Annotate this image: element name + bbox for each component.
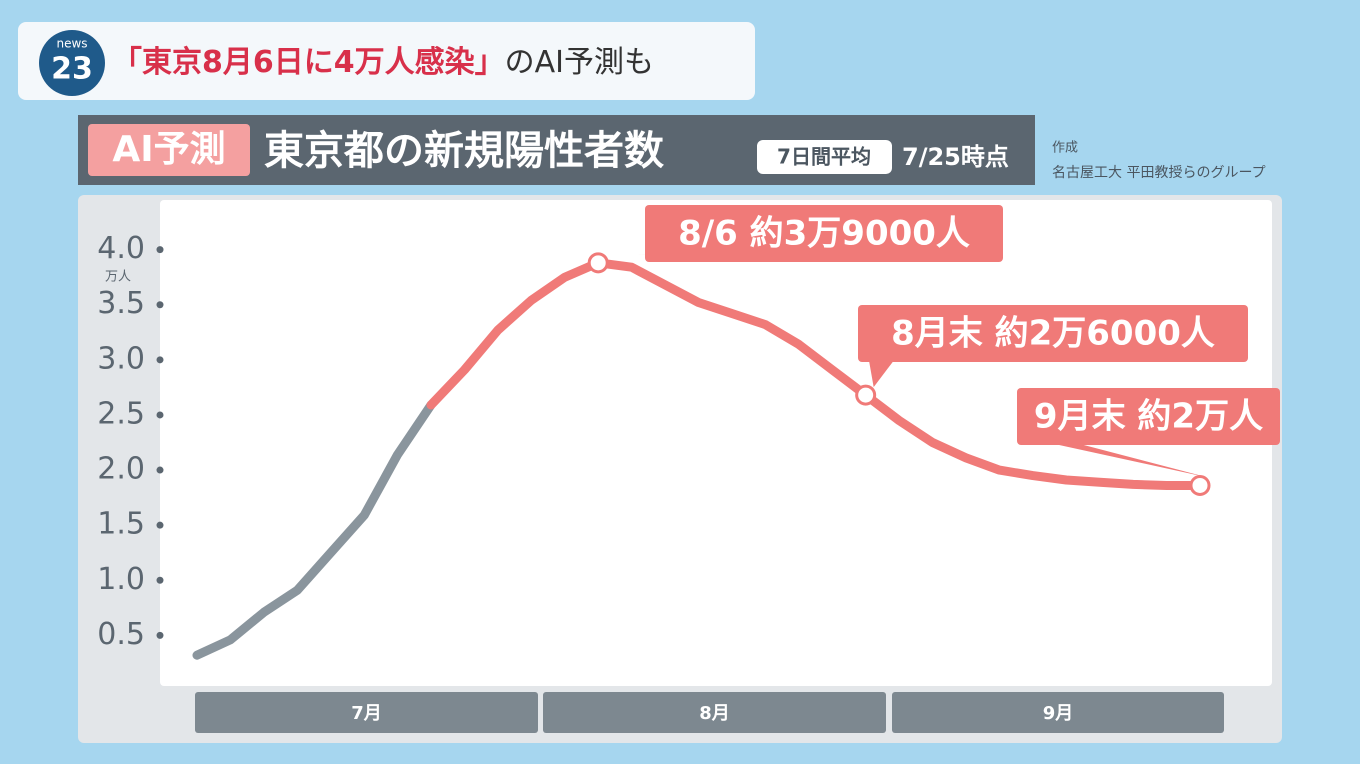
point-marker — [1189, 474, 1211, 496]
y-unit: 万人 — [105, 270, 131, 285]
y-tick-mark — [156, 246, 164, 254]
header-highlight: 「東京8月6日に4万人感染」 — [112, 45, 505, 80]
callout-box — [645, 205, 1003, 262]
tag-box — [757, 140, 892, 174]
credit-label: 作成 — [1052, 141, 1078, 156]
x-tick-label: 8月 — [699, 703, 730, 724]
subtitle: 7/25時点 — [902, 143, 1009, 171]
x-tick-label: 7月 — [351, 703, 382, 724]
y-tick-label: 2.5 — [97, 396, 145, 431]
logo-top: news — [56, 37, 87, 51]
callout-pointer — [868, 355, 898, 388]
badge-box — [88, 124, 250, 176]
header-rest: のAI予測も — [505, 45, 654, 80]
logo-number: 23 — [51, 52, 93, 87]
badge: AI予測 — [112, 129, 225, 170]
chart-title: 東京都の新規陽性者数 — [264, 128, 664, 174]
logo — [39, 30, 105, 96]
y-tick-label: 1.0 — [97, 562, 145, 597]
y-tick-label: 2.0 — [97, 452, 145, 487]
x-band — [892, 692, 1224, 733]
y-tick-mark — [156, 411, 164, 419]
y-tick-mark — [156, 631, 164, 639]
callout-box — [858, 305, 1248, 362]
x-band — [195, 692, 538, 733]
y-tick-mark — [156, 301, 164, 309]
y-tick-mark — [156, 466, 164, 474]
credit: 名古屋工大 平田教授らのグループ — [1052, 165, 1266, 181]
series-line — [192, 400, 436, 660]
y-tick-mark — [156, 576, 164, 584]
point-marker — [855, 384, 877, 406]
callout-text: 8月末 約2万6000人 — [891, 314, 1215, 354]
tag: 7日間平均 — [777, 145, 871, 169]
header-box — [18, 22, 755, 100]
y-tick-mark — [156, 356, 164, 364]
y-tick-label: 3.0 — [97, 341, 145, 376]
y-tick-label: 1.5 — [97, 507, 145, 542]
header-title: 「東京8月6日に4万人感染」のAI予測も — [112, 45, 654, 80]
callout-pointer — [1027, 438, 1208, 478]
x-tick-label: 9月 — [1043, 703, 1074, 724]
y-tick-mark — [156, 521, 164, 529]
point-marker — [587, 252, 609, 274]
y-tick-label: 4.0 — [97, 231, 145, 266]
chart-layer: 0.5 1.0 1.5 2.0 2.5 3.0 3.5 4.0 7月 8月 9月 8/6 約3万900… — [97, 205, 1280, 733]
x-band — [543, 692, 886, 733]
callout-text: 8/6 約3万9000人 — [678, 214, 970, 254]
callout-box — [1017, 388, 1280, 445]
callout-text: 9月末 約2万人 — [1034, 397, 1263, 437]
series-line — [426, 258, 1205, 490]
y-tick-label: 0.5 — [97, 617, 145, 652]
y-tick-label: 3.5 — [97, 286, 145, 321]
